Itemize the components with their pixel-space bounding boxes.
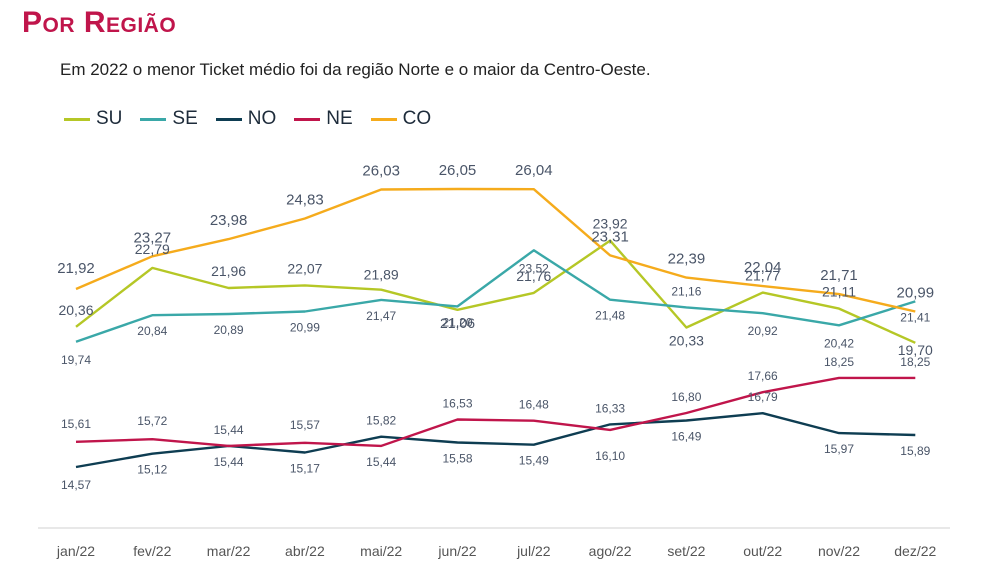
data-label-ne: 15,57: [290, 418, 320, 432]
data-label-co: 26,03: [362, 162, 400, 179]
legend-item-ne: NE: [294, 108, 353, 130]
data-label-se: 19,74: [61, 353, 91, 367]
data-label-ne: 16,10: [595, 449, 625, 463]
legend-label: CO: [402, 108, 432, 129]
data-label-co: 26,04: [515, 162, 553, 179]
legend-swatch: [370, 117, 397, 121]
page-subtitle: Em 2022 o menor Ticket médio foi da regi…: [60, 60, 651, 79]
data-label-su: 21,06: [440, 315, 475, 331]
legend-label: SU: [96, 108, 123, 129]
x-tick-label: mar/22: [207, 543, 251, 559]
data-label-ne: 15,61: [61, 417, 91, 431]
data-label-ne: 17,66: [748, 369, 778, 383]
data-label-no: 16,49: [671, 430, 701, 444]
data-label-se: 21,48: [595, 309, 625, 323]
series-line-se: [75, 249, 916, 343]
data-label-se: 21,16: [671, 284, 701, 298]
data-label-ne: 15,44: [214, 423, 244, 437]
x-tick-label: ago/22: [589, 543, 632, 559]
data-label-no: 14,57: [61, 478, 91, 492]
data-label-no: 16,79: [748, 390, 778, 404]
data-label-ne: 16,53: [442, 397, 472, 411]
legend-item-se: SE: [140, 108, 198, 130]
data-label-su: 23,92: [593, 216, 628, 232]
data-label-co: 20,99: [897, 285, 935, 302]
data-label-co: 24,83: [286, 192, 324, 209]
data-label-se: 20,99: [290, 321, 320, 335]
data-label-se: 23,52: [519, 261, 549, 275]
data-label-no: 15,58: [442, 452, 472, 466]
legend-label: SE: [172, 108, 198, 129]
legend-item-no: NO: [215, 108, 277, 130]
data-label-se: 20,89: [214, 323, 244, 337]
data-label-co: 23,98: [210, 212, 248, 229]
legend-swatch: [140, 117, 167, 121]
series-line-su: [75, 239, 916, 344]
data-label-se: 21,41: [900, 310, 930, 324]
data-label-no: 15,82: [366, 414, 396, 428]
x-tick-label: nov/22: [818, 543, 860, 559]
data-label-co: 22,04: [744, 259, 782, 276]
data-label-ne: 15,44: [366, 455, 396, 469]
x-tick-label: jul/22: [516, 543, 551, 559]
data-label-no: 15,97: [824, 442, 854, 456]
x-tick-label: out/22: [743, 543, 782, 559]
data-label-co: 23,31: [591, 228, 629, 245]
data-label-se: 20,84: [137, 324, 167, 338]
legend-label: NO: [247, 108, 277, 129]
data-label-su: 20,36: [58, 302, 93, 318]
x-tick-label: jan/22: [56, 543, 95, 559]
page-title: Por Região: [22, 6, 177, 39]
data-label-se: 20,92: [748, 324, 778, 338]
data-label-no: 16,33: [595, 401, 625, 415]
data-label-co: 21,92: [57, 260, 95, 277]
data-label-co: 21,71: [820, 267, 858, 284]
legend-swatch: [215, 117, 242, 121]
data-label-se: 21,47: [366, 309, 396, 323]
data-label-no: 15,44: [214, 455, 244, 469]
data-label-su: 21,11: [822, 284, 856, 300]
data-label-su: 20,33: [669, 333, 704, 349]
data-label-co: 23,27: [134, 229, 172, 246]
data-label-no: 15,12: [137, 463, 167, 477]
x-tick-label: abr/22: [285, 543, 325, 559]
data-label-su: 21,89: [364, 267, 399, 283]
data-label-no: 15,17: [290, 461, 320, 475]
data-label-se: 21,20: [442, 315, 472, 329]
data-label-su: 21,77: [745, 268, 780, 284]
x-tick-label: fev/22: [133, 543, 171, 559]
data-label-su: 22,07: [287, 260, 322, 276]
x-tick-label: dez/22: [894, 543, 936, 559]
legend-swatch: [294, 117, 321, 121]
x-tick-label: jun/22: [437, 543, 476, 559]
data-label-co: 26,05: [439, 162, 477, 179]
data-label-ne: 18,25: [900, 355, 930, 369]
chart-legend: SU SE NO NE CO: [64, 108, 431, 130]
legend-swatch: [64, 117, 90, 121]
legend-label: NE: [326, 108, 353, 129]
data-label-su: 21,76: [516, 268, 551, 284]
data-label-co: 22,39: [668, 251, 706, 268]
legend-item-su: SU: [64, 108, 122, 130]
data-label-su: 22,79: [135, 241, 170, 257]
data-label-se: 20,42: [824, 336, 854, 350]
data-label-ne: 16,48: [519, 398, 549, 412]
x-tick-label: mai/22: [360, 543, 402, 559]
data-label-no: 15,49: [519, 454, 549, 468]
data-label-no: 15,89: [900, 444, 930, 458]
series-line-ne: [75, 376, 916, 448]
data-label-su: 21,96: [211, 263, 246, 279]
legend-item-co: CO: [370, 108, 432, 130]
data-label-ne: 15,72: [137, 414, 167, 428]
data-label-ne: 18,25: [824, 355, 854, 369]
series-line-co: [75, 187, 916, 313]
series-line-no: [75, 412, 916, 469]
data-label-su: 19,70: [898, 342, 933, 358]
x-tick-label: set/22: [667, 543, 705, 559]
data-label-ne: 16,80: [671, 390, 701, 404]
